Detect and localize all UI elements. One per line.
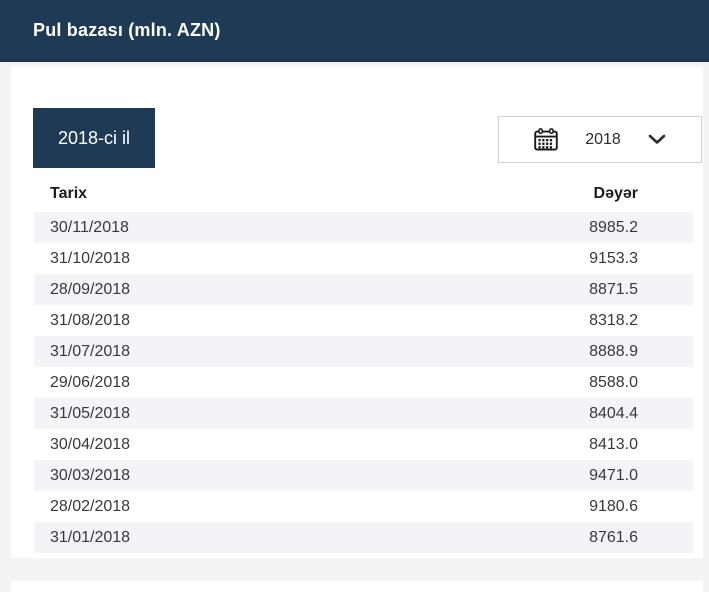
content-card: 2018-ci il 2018 Tarix xyxy=(11,67,703,558)
year-dropdown-value: 2018 xyxy=(585,130,621,148)
table-cell-value: 8761.6 xyxy=(589,528,638,546)
table-cell-value: 8413.0 xyxy=(589,435,638,453)
table-row: 29/06/2018 8588.0 xyxy=(34,367,693,398)
table-cell-date: 28/02/2018 xyxy=(50,497,131,515)
calendar-icon xyxy=(534,128,558,151)
table-cell-date: 29/06/2018 xyxy=(50,373,131,391)
table-cell-date: 30/04/2018 xyxy=(50,435,131,453)
table-row: 31/10/2018 9153.3 xyxy=(34,243,693,274)
table-cell-value: 8318.2 xyxy=(589,311,638,329)
column-header-date: Tarix xyxy=(50,184,88,202)
table-header-row: Tarix Dəyər xyxy=(34,175,693,212)
next-section-edge xyxy=(11,581,703,592)
table-cell-date: 30/03/2018 xyxy=(50,466,131,484)
table-cell-value: 9153.3 xyxy=(589,249,638,267)
table-cell-value: 8888.9 xyxy=(589,342,638,360)
table-cell-value: 8588.0 xyxy=(589,373,638,391)
table-row: 31/07/2018 8888.9 xyxy=(34,336,693,367)
table-cell-value: 8985.2 xyxy=(589,218,638,236)
table-cell-date: 31/05/2018 xyxy=(50,404,131,422)
table-row: 31/08/2018 8318.2 xyxy=(34,305,693,336)
table-cell-date: 28/09/2018 xyxy=(50,280,131,298)
table-cell-date: 31/01/2018 xyxy=(50,528,131,546)
table-row: 30/03/2018 9471.0 xyxy=(34,460,693,491)
table-row: 30/11/2018 8985.2 xyxy=(34,212,693,243)
selected-year-label: 2018-ci il xyxy=(57,127,131,148)
chevron-down-icon xyxy=(648,134,666,145)
table-cell-value: 9471.0 xyxy=(589,466,638,484)
table-row: 30/04/2018 8413.0 xyxy=(34,429,693,460)
table-cell-value: 9180.6 xyxy=(589,497,638,515)
table-cell-date: 31/10/2018 xyxy=(50,249,131,267)
year-dropdown[interactable]: 2018 xyxy=(498,116,702,163)
table-row: 28/09/2018 8871.5 xyxy=(34,274,693,305)
page-title: Pul bazası (mln. AZN) xyxy=(33,19,221,40)
table-row: 31/05/2018 8404.4 xyxy=(34,398,693,429)
table-cell-value: 8404.4 xyxy=(589,404,638,422)
table-cell-date: 31/08/2018 xyxy=(50,311,131,329)
table-cell-date: 31/07/2018 xyxy=(50,342,131,360)
table-row: 31/01/2018 8761.6 xyxy=(34,522,693,553)
data-table: Tarix Dəyər 30/11/2018 8985.2 31/10/2018… xyxy=(34,175,693,553)
column-header-value: Dəyər xyxy=(593,184,638,202)
table-cell-value: 8871.5 xyxy=(589,280,638,298)
table-cell-date: 30/11/2018 xyxy=(50,218,129,236)
selected-year-label-box: 2018-ci il xyxy=(33,108,155,168)
table-body: 30/11/2018 8985.2 31/10/2018 9153.3 28/0… xyxy=(34,212,693,553)
table-row: 28/02/2018 9180.6 xyxy=(34,491,693,522)
section-header-bar: Pul bazası (mln. AZN) xyxy=(0,0,709,62)
